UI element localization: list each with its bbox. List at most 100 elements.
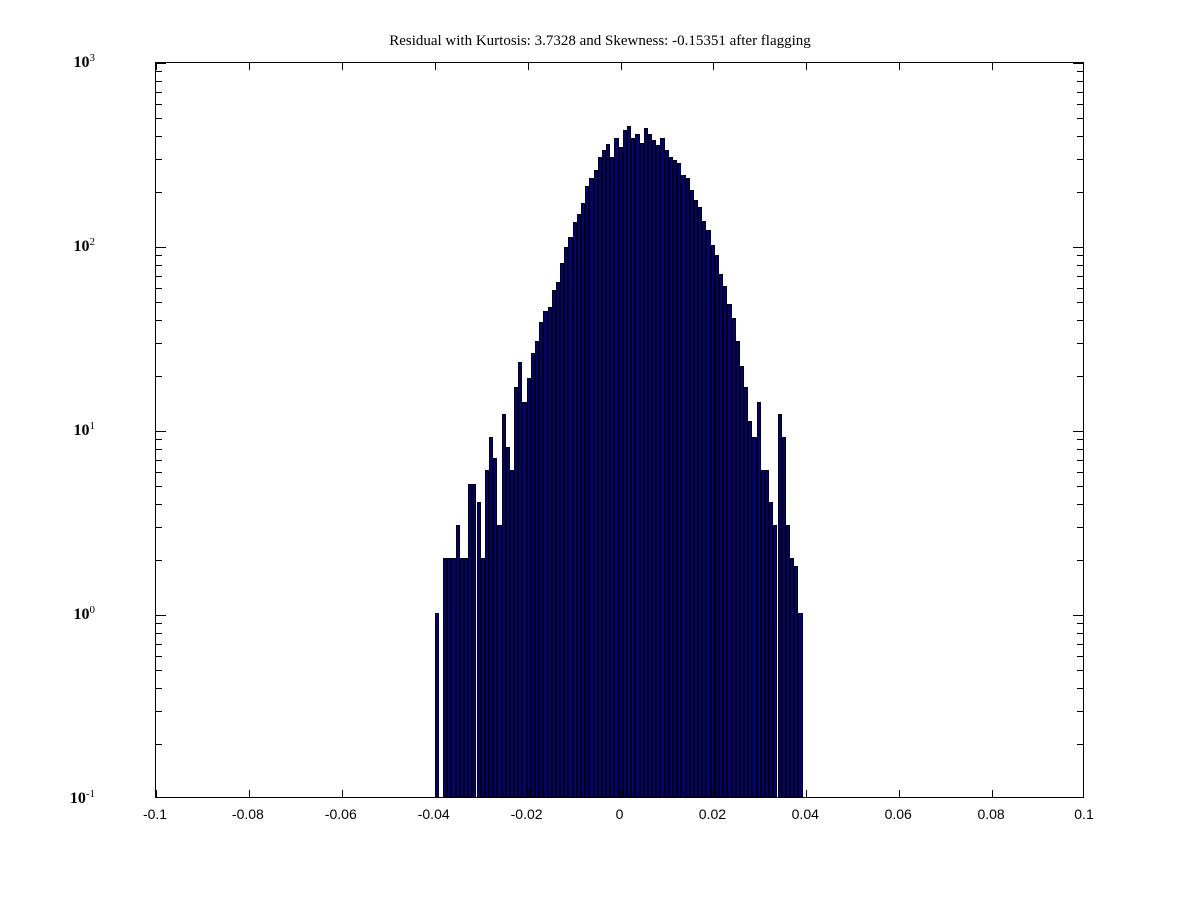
histogram-bar xyxy=(794,566,799,797)
histogram-bar xyxy=(748,421,753,797)
y-tick-minor xyxy=(1077,439,1083,441)
y-tick-minor xyxy=(1077,118,1083,120)
histogram-bar xyxy=(790,557,795,797)
histogram-bar xyxy=(555,281,561,797)
x-tick-label: -0.06 xyxy=(324,806,357,822)
y-tick-minor xyxy=(1077,191,1083,193)
y-tick-minor xyxy=(1077,623,1083,625)
x-tick xyxy=(806,790,808,797)
histogram-bar xyxy=(752,437,757,797)
histogram-bar xyxy=(723,285,728,797)
y-tick-minor xyxy=(156,320,162,322)
histogram-bar xyxy=(539,322,544,797)
x-tick xyxy=(713,63,715,70)
histogram-bar xyxy=(484,469,490,797)
histogram-bar xyxy=(739,366,745,797)
histogram-bar xyxy=(472,484,477,797)
y-tick-minor xyxy=(156,159,162,161)
y-tick-minor xyxy=(156,670,162,672)
histogram-bar xyxy=(593,170,598,797)
histogram-bar xyxy=(610,157,615,797)
histogram-bar xyxy=(798,613,803,797)
y-tick-minor xyxy=(1077,711,1083,713)
y-tick-exponent: 3 xyxy=(89,52,96,64)
x-tick xyxy=(248,790,250,797)
histogram-bar xyxy=(639,142,644,797)
y-tick-minor xyxy=(1077,743,1083,745)
histogram-bar xyxy=(505,446,510,797)
histogram-bar xyxy=(560,262,565,797)
histogram-bars xyxy=(156,63,1083,797)
plot-area xyxy=(155,62,1084,798)
histogram-bar xyxy=(581,202,586,797)
x-tick xyxy=(806,63,808,70)
histogram-bar xyxy=(735,341,740,797)
y-tick-exponent: 1 xyxy=(89,420,96,432)
y-tick-minor xyxy=(156,118,162,120)
histogram-bar xyxy=(606,143,611,797)
histogram-bar xyxy=(551,289,556,797)
y-tick-minor xyxy=(156,264,162,266)
y-tick-label: 10-1 xyxy=(70,788,95,808)
y-tick-minor xyxy=(1077,71,1083,73)
histogram-bar xyxy=(468,484,473,797)
y-tick-minor xyxy=(1077,375,1083,377)
y-tick-label: 102 xyxy=(74,236,96,256)
x-tick-label: 0.06 xyxy=(884,806,912,822)
y-tick-exponent: -1 xyxy=(85,788,95,800)
histogram-bar xyxy=(547,307,552,797)
x-tick xyxy=(899,63,901,70)
histogram-bar xyxy=(769,502,774,797)
x-tick xyxy=(620,790,622,797)
y-tick-minor xyxy=(1077,486,1083,488)
x-tick xyxy=(992,790,994,797)
y-tick-minor xyxy=(156,632,162,634)
y-tick-minor xyxy=(156,91,162,93)
histogram-bar xyxy=(756,402,761,797)
histogram-bar xyxy=(522,402,527,797)
y-tick-minor xyxy=(1077,320,1083,322)
histogram-bar xyxy=(451,557,456,797)
histogram-bar xyxy=(530,352,536,797)
histogram-bar xyxy=(710,245,715,797)
histogram-bar xyxy=(543,310,548,797)
y-tick-label: 103 xyxy=(74,52,96,72)
y-tick-minor xyxy=(156,439,162,441)
histogram-bar xyxy=(535,341,540,797)
histogram-bar xyxy=(777,414,782,797)
chart-title: Residual with Kurtosis: 3.7328 and Skewn… xyxy=(389,33,811,49)
histogram-bar xyxy=(455,525,460,797)
y-tick-minor xyxy=(156,287,162,289)
histogram-bar xyxy=(677,162,682,797)
x-tick-label: -0.04 xyxy=(417,806,450,822)
y-tick-minor xyxy=(156,255,162,257)
y-tick-minor xyxy=(156,655,162,657)
histogram-bar xyxy=(635,134,640,797)
y-tick-minor xyxy=(156,743,162,745)
y-tick-mantissa: 10 xyxy=(69,790,86,807)
y-tick-minor xyxy=(156,448,162,450)
histogram-bar xyxy=(714,255,719,797)
x-tick xyxy=(713,790,715,797)
histogram-bar xyxy=(660,138,665,797)
histogram-bar xyxy=(702,221,707,797)
y-tick-label: 101 xyxy=(74,420,96,440)
histogram-bar xyxy=(434,613,439,797)
histogram-bar xyxy=(643,128,648,797)
histogram-bar xyxy=(572,222,577,797)
y-tick-minor xyxy=(156,486,162,488)
y-tick-minor xyxy=(1077,504,1083,506)
y-tick-major xyxy=(156,247,166,248)
y-tick-minor xyxy=(1077,136,1083,138)
y-tick-major xyxy=(156,615,166,616)
histogram-bar xyxy=(501,414,506,797)
y-tick-major xyxy=(156,63,166,64)
y-tick-minor xyxy=(1077,632,1083,634)
y-tick-major xyxy=(1073,63,1083,64)
x-tick-label: -0.1 xyxy=(142,806,168,822)
x-tick xyxy=(156,63,157,70)
y-tick-minor xyxy=(1077,459,1083,461)
histogram-bar xyxy=(760,469,765,797)
y-tick-minor xyxy=(1077,670,1083,672)
y-tick-minor xyxy=(1077,643,1083,645)
